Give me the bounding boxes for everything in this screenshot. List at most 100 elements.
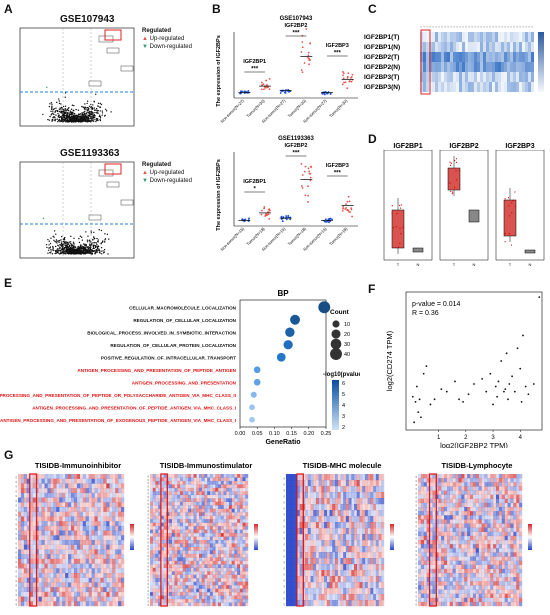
volcano-point: [86, 111, 88, 113]
tisidb-cell: [220, 474, 224, 478]
tisidb-cell: [47, 492, 51, 498]
tisidb-cell: [179, 480, 183, 485]
gene-label-box: [98, 35, 114, 43]
tisidb-cell: [109, 507, 113, 512]
tisidb-cell: [160, 595, 164, 600]
tisidb-cell: [177, 595, 181, 600]
tisidb-cell: [182, 498, 186, 502]
tisidb-cell: [318, 528, 322, 535]
volcano-point: [61, 248, 64, 251]
tisidb-cell: [100, 601, 104, 607]
tisidb-cell: [18, 544, 22, 550]
tisidb-cell: [73, 591, 78, 597]
tisidb-cell: [237, 494, 241, 499]
tisidb-cell: [188, 491, 192, 496]
tisidb-cell: [185, 533, 189, 537]
volcano-point: [60, 242, 63, 245]
tisidb-cell: [169, 574, 172, 579]
tisidb-cell: [177, 529, 181, 534]
tisidb-cell: [150, 522, 153, 527]
tisidb-cell: [68, 563, 72, 569]
tisidb-cell: [231, 602, 235, 607]
tisidb-cell: [41, 554, 45, 560]
tisidb-cell: [56, 530, 60, 536]
tisidb-cell: [73, 596, 78, 602]
tisidb-cell: [305, 516, 308, 523]
tisidb-cell: [196, 498, 200, 502]
tisidb-cell: [177, 564, 181, 568]
tisidb-cell: [212, 484, 216, 489]
tisidb-cell: [204, 553, 208, 558]
tisidb-cell: [73, 525, 78, 531]
tisidb-cell: [245, 508, 249, 513]
tisidb-cell: [231, 588, 235, 593]
tisidb-cell: [212, 522, 216, 527]
heatmap-cell: [468, 62, 471, 72]
volcano-point: [69, 249, 72, 251]
volcano-point: [87, 109, 90, 111]
tisidb-cell: [190, 574, 194, 579]
volcano-point: [68, 251, 71, 253]
volcano-point: [56, 242, 58, 244]
tisidb-cell: [97, 492, 101, 498]
tisidb-cell: [345, 498, 349, 505]
tisidb-cell: [103, 530, 107, 536]
tisidb-cell: [53, 521, 57, 527]
volcano-point: [64, 111, 67, 113]
tisidb-cell: [155, 540, 159, 544]
tisidb-cell: [150, 515, 153, 520]
tisidb-cell: [201, 533, 205, 537]
tisidb-cell: [337, 492, 341, 499]
tisidb-cell: [242, 498, 246, 502]
tisidb-cell: [294, 522, 298, 529]
tisidb-cell: [373, 504, 377, 511]
tisidb-cell: [381, 480, 385, 487]
tisidb-cell: [212, 480, 216, 485]
volcano-point: [50, 250, 52, 252]
tisidb-cell: [188, 519, 192, 523]
tisidb-cell: [185, 560, 189, 565]
tisidb-cell: [53, 535, 57, 541]
tisidb-cell: [179, 599, 183, 603]
heatmap-cell: [498, 62, 501, 72]
tisidb-cell: [367, 528, 371, 535]
gene-row-label: g: [283, 530, 285, 534]
tisidb-cell: [53, 573, 57, 578]
tisidb-cell: [228, 543, 232, 548]
volcano-point: [62, 105, 65, 108]
tisidb-cell: [121, 474, 125, 479]
tisidb-cell: [44, 535, 48, 541]
tisidb-cell: [226, 480, 230, 485]
tisidb-cell: [190, 533, 194, 537]
heatmap-cell: [465, 82, 468, 92]
tisidb-cell: [152, 546, 156, 551]
expression-point: [309, 179, 312, 182]
tisidb-cell: [234, 571, 238, 575]
tisidb-cell: [118, 511, 122, 517]
tisidb-cell: [50, 502, 54, 508]
tisidb-cell: [313, 516, 317, 523]
tisidb-cell: [228, 519, 232, 523]
tisidb-cell: [190, 578, 194, 582]
gene-row-label: g: [147, 602, 149, 606]
tisidb-cell: [152, 574, 156, 579]
tisidb-cell: [204, 578, 208, 582]
volcano-point: [66, 108, 68, 111]
tisidb-cell: [163, 498, 167, 502]
tisidb-cell: [307, 510, 311, 517]
tisidb-cell: [201, 484, 205, 489]
tisidb-cell: [121, 535, 125, 541]
volcano-point: [105, 110, 108, 112]
tisidb-cell: [68, 535, 72, 541]
tisidb-cell: [207, 480, 211, 485]
volcano-point: [65, 253, 67, 255]
volcano-point: [65, 110, 67, 112]
gepia-point: [508, 205, 510, 207]
tisidb-cell: [231, 501, 235, 506]
tisidb-cell: [220, 522, 224, 527]
tisidb-cell: [82, 577, 86, 583]
color-scale-bar: [538, 32, 544, 92]
tisidb-cell: [356, 504, 360, 511]
tisidb-cell: [26, 492, 30, 498]
tisidb-cell: [231, 574, 235, 579]
